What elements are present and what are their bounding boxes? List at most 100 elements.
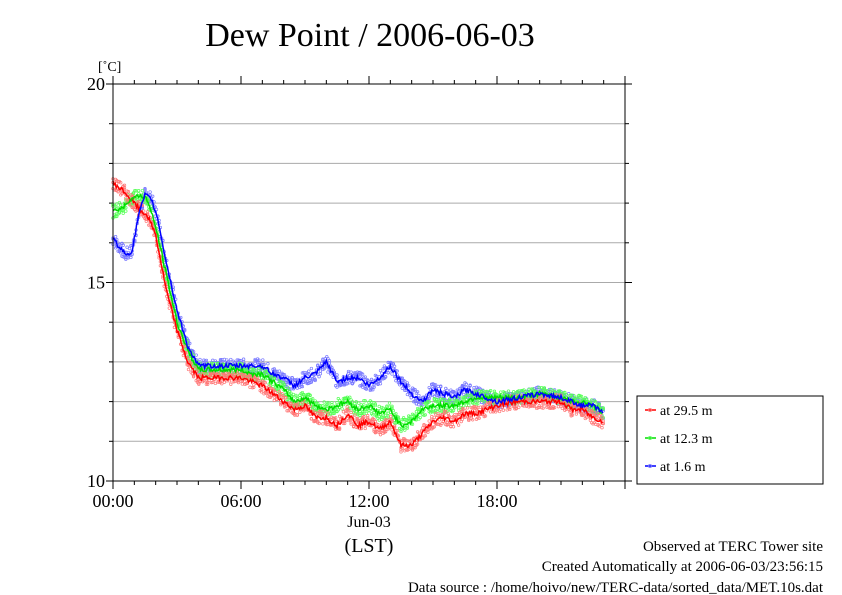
scatter-point xyxy=(327,359,331,363)
scatter-point xyxy=(590,408,594,413)
scatter-point xyxy=(337,426,342,430)
scatter-point xyxy=(362,403,366,407)
scatter-point xyxy=(363,399,367,403)
scatter-point xyxy=(462,395,466,400)
scatter-point xyxy=(302,393,306,397)
scatter-point xyxy=(415,442,420,446)
series-line xyxy=(112,180,604,449)
scatter-point xyxy=(349,410,353,414)
scatter-point xyxy=(413,387,417,392)
scatter-point xyxy=(294,393,298,398)
scatter-point xyxy=(542,386,547,390)
scatter-point xyxy=(579,394,584,399)
scatter-point xyxy=(601,406,605,410)
scatter-point xyxy=(335,373,339,377)
scatter-point xyxy=(117,210,122,214)
scatter-point xyxy=(359,426,363,431)
scatter-point xyxy=(408,415,412,419)
scatter-point xyxy=(473,400,477,404)
scatter-point xyxy=(300,384,305,389)
scatter-point xyxy=(222,380,227,384)
scatter-point xyxy=(113,214,118,219)
scatter-point xyxy=(387,425,392,429)
scatter-point xyxy=(399,450,403,454)
footer-source: Data source : /home/hoivo/new/TERC-data/… xyxy=(408,580,824,595)
scatter-point xyxy=(119,203,123,207)
scatter-point xyxy=(115,202,119,206)
scatter-point xyxy=(468,384,472,388)
scatter-point xyxy=(266,362,270,366)
scatter-point xyxy=(407,447,411,452)
scatter-point xyxy=(592,410,596,415)
legend-box xyxy=(636,395,824,485)
scatter-point xyxy=(403,388,407,393)
scatter-point xyxy=(517,405,521,409)
scatter-point xyxy=(257,378,261,383)
scatter-point xyxy=(373,402,378,406)
scatter-point xyxy=(220,382,224,386)
scatter-point xyxy=(309,417,314,421)
scatter-point xyxy=(129,255,133,260)
scatter-point xyxy=(353,413,357,417)
scatter-point xyxy=(483,414,488,418)
scatter-point xyxy=(366,416,370,420)
scatter-point xyxy=(389,414,393,418)
scatter-point xyxy=(245,381,250,385)
scatter-point xyxy=(204,358,209,363)
scatter-point xyxy=(423,413,427,417)
scatter-point xyxy=(395,429,399,433)
scatter-point xyxy=(418,415,422,420)
scatter-point xyxy=(403,379,407,383)
scatter-point xyxy=(532,404,536,409)
scatter-point xyxy=(427,400,431,404)
scatter-point xyxy=(447,397,452,401)
scatter-point xyxy=(453,397,457,401)
scatter-point xyxy=(321,411,325,416)
scatter-point xyxy=(363,375,367,379)
scatter-point xyxy=(364,387,369,391)
scatter-point xyxy=(345,382,349,386)
scatter-point xyxy=(229,357,233,362)
scatter-point xyxy=(463,409,467,413)
scatter-point xyxy=(341,410,346,414)
scatter-point xyxy=(281,393,285,398)
x-tick-label: 00:00 xyxy=(92,491,133,511)
scatter-point xyxy=(386,370,390,375)
scatter-point xyxy=(131,191,136,196)
scatter-point xyxy=(417,393,421,398)
scatter-point xyxy=(195,368,200,372)
scatter-point xyxy=(459,409,463,414)
scatter-point xyxy=(399,429,403,434)
scatter-point xyxy=(545,389,549,393)
scatter-point xyxy=(392,364,397,368)
scatter-point xyxy=(433,383,438,387)
scatter-point xyxy=(372,427,376,432)
scatter-point xyxy=(373,403,378,408)
scatter-point xyxy=(601,422,605,426)
scatter-point xyxy=(263,381,267,385)
scatter-point xyxy=(330,400,334,405)
y-axis-unit: [˚C] xyxy=(98,60,121,75)
scatter-point xyxy=(295,413,299,417)
scatter-point xyxy=(362,398,366,403)
scatter-point xyxy=(385,415,389,419)
legend: at 29.5 m at 12.3 m at 1.6 m xyxy=(636,395,824,485)
scatter-point xyxy=(488,389,493,393)
scatter-point xyxy=(572,393,576,398)
scatter-point xyxy=(313,378,317,383)
scatter-point xyxy=(290,376,294,380)
scatter-point xyxy=(376,423,380,427)
scatter-point xyxy=(360,372,365,376)
scatter-point xyxy=(349,370,353,374)
scatter-point xyxy=(307,369,311,373)
scatter-point xyxy=(122,183,127,187)
scatter-point xyxy=(308,393,312,397)
scatter-point xyxy=(144,219,148,223)
scatter-point xyxy=(186,367,191,372)
scatter-point xyxy=(400,446,404,451)
scatter-point xyxy=(586,408,590,412)
scatter-point xyxy=(391,362,395,366)
scatter-point xyxy=(497,409,502,414)
scatter-point xyxy=(426,430,430,434)
scatter-point xyxy=(337,427,342,431)
